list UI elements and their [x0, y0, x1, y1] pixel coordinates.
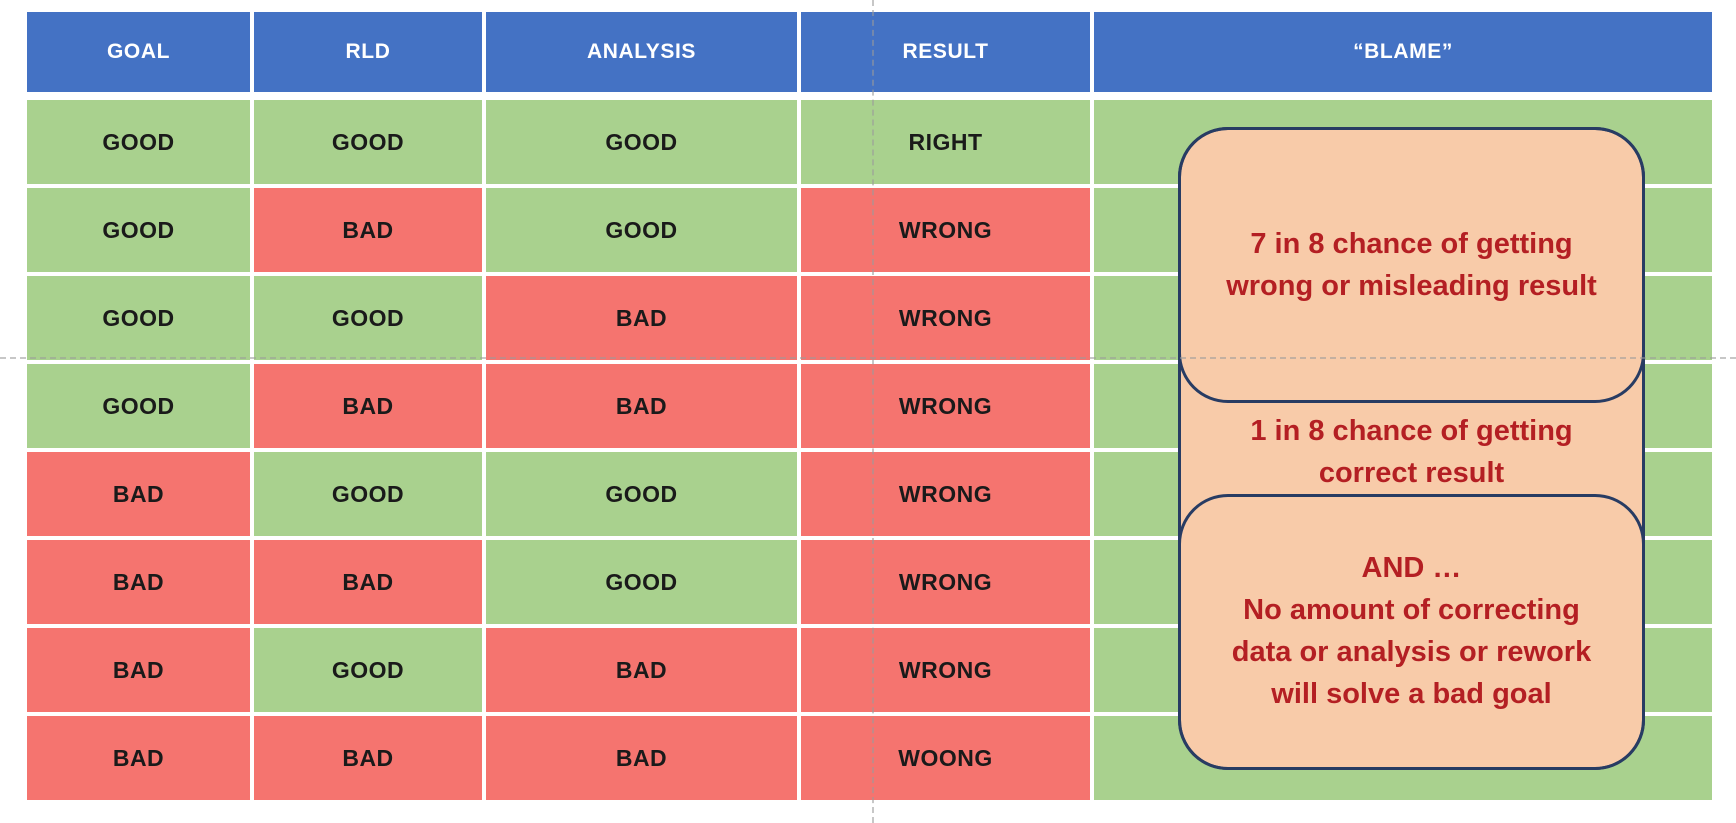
table-cell: GOOD — [254, 100, 482, 184]
table-cell: BAD — [27, 716, 250, 800]
result-cell: WRONG — [801, 628, 1090, 712]
column-header-analysis: ANALYSIS — [486, 12, 797, 92]
table-cell: BAD — [486, 364, 797, 448]
table-cell: BAD — [254, 716, 482, 800]
table-cell: BAD — [254, 540, 482, 624]
column-header-goal: GOAL — [27, 12, 250, 92]
result-cell: RIGHT — [801, 100, 1090, 184]
table-cell: BAD — [486, 628, 797, 712]
table-cell: BAD — [27, 540, 250, 624]
table-cell: BAD — [486, 716, 797, 800]
table-cell: GOOD — [486, 540, 797, 624]
table-cell: BAD — [254, 364, 482, 448]
callout-middle-text: 1 in 8 chance of getting correct result — [1250, 415, 1573, 489]
table-cell: GOOD — [27, 188, 250, 272]
column-header-blame: “BLAME” — [1094, 12, 1712, 92]
callout-bottom-text: AND … No amount of correcting data or an… — [1231, 551, 1592, 710]
column-header-rld: RLD — [254, 12, 482, 92]
table-cell: GOOD — [254, 628, 482, 712]
table-cell: BAD — [254, 188, 482, 272]
table-cell: GOOD — [254, 276, 482, 360]
result-cell: WRONG — [801, 276, 1090, 360]
result-cell: WRONG — [801, 540, 1090, 624]
result-cell: WRONG — [801, 188, 1090, 272]
blame-callout-stack: 7 in 8 chance of getting wrong or mislea… — [1178, 127, 1645, 770]
table-cell: BAD — [27, 452, 250, 536]
table-header-row: GOAL RLD ANALYSIS RESULT “BLAME” — [27, 12, 1712, 92]
table-cell: GOOD — [486, 452, 797, 536]
table-cell: GOOD — [486, 188, 797, 272]
table-cell: GOOD — [254, 452, 482, 536]
table-cell: BAD — [486, 276, 797, 360]
table-cell: GOOD — [27, 364, 250, 448]
column-header-result: RESULT — [801, 12, 1090, 92]
table-cell: BAD — [27, 628, 250, 712]
table-cell: GOOD — [27, 100, 250, 184]
table-cell: GOOD — [486, 100, 797, 184]
callout-top-text: 7 in 8 chance of getting wrong or mislea… — [1226, 228, 1597, 302]
result-cell: WRONG — [801, 452, 1090, 536]
result-cell: WRONG — [801, 364, 1090, 448]
table-cell: GOOD — [27, 276, 250, 360]
result-cell: WOONG — [801, 716, 1090, 800]
